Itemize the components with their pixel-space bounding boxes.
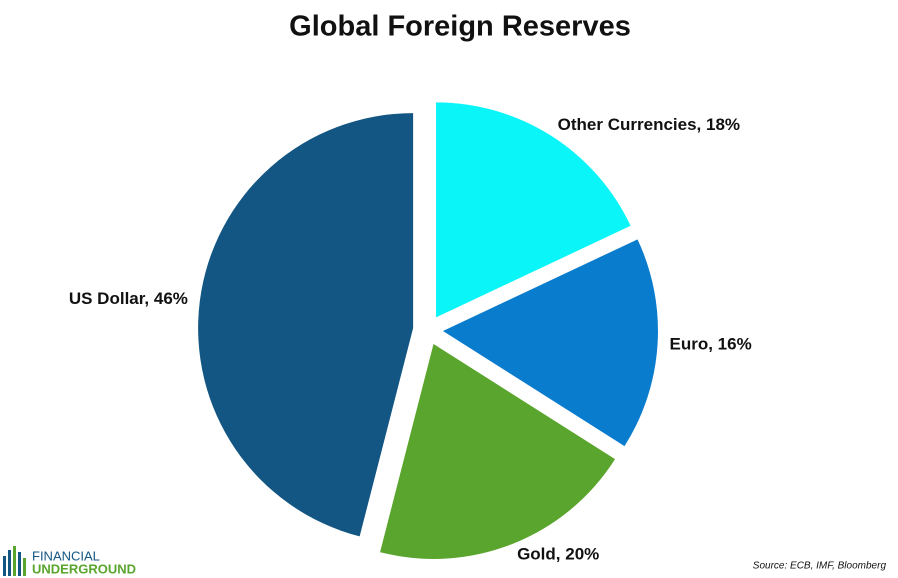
- pie-slice: [198, 113, 414, 537]
- logo-bar: [8, 550, 11, 576]
- logo-bar: [3, 556, 6, 576]
- pie-slice: [380, 343, 616, 559]
- logo-bar: [23, 558, 26, 576]
- data-label: Gold, 20%: [517, 544, 599, 563]
- logo-bar: [18, 552, 21, 576]
- source: Source: ECB, IMF, Bloomberg: [753, 561, 887, 572]
- data-label: Other Currencies, 18%: [558, 115, 740, 134]
- logo-text: UNDERGROUND: [32, 561, 136, 576]
- logo: FINANCIAL UNDERGROUND: [3, 546, 136, 576]
- data-label: Euro, 16%: [670, 335, 752, 354]
- pie-slice: [436, 102, 631, 318]
- logo-bar: [13, 546, 16, 576]
- data-label: US Dollar, 46%: [69, 289, 188, 308]
- logo-text: FINANCIAL: [32, 548, 100, 563]
- pie-slice: [442, 239, 658, 447]
- chart-title: Global Foreign Reserves: [289, 11, 631, 43]
